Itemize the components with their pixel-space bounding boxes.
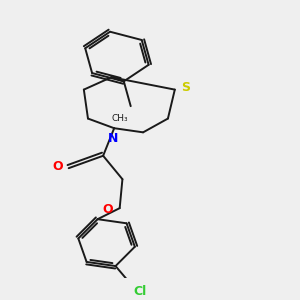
Text: N: N <box>108 132 118 145</box>
Text: CH₃: CH₃ <box>111 114 128 123</box>
Text: S: S <box>181 81 190 94</box>
Text: Cl: Cl <box>133 285 146 298</box>
Text: O: O <box>52 160 63 173</box>
Text: O: O <box>102 203 113 216</box>
